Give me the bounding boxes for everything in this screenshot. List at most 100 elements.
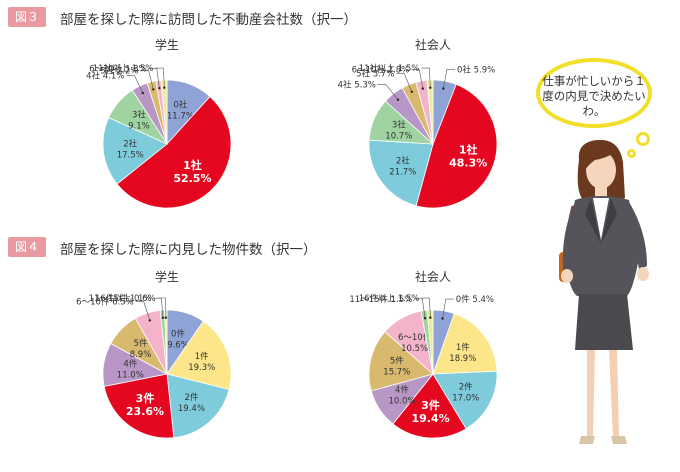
slice-value-label: 10.7% bbox=[385, 132, 412, 142]
leader-line bbox=[377, 84, 399, 100]
slice-value-label: 52.5% bbox=[173, 172, 211, 185]
slice-label: 3件 bbox=[136, 391, 155, 405]
leader-line bbox=[135, 301, 151, 321]
leader-line bbox=[411, 68, 424, 89]
slice-value-label: 21.7% bbox=[389, 168, 416, 178]
slice-label: 6〜10件 bbox=[398, 332, 432, 343]
slice-label: 2社 bbox=[123, 139, 137, 150]
chart-title-fig3-worker: 社会人 bbox=[414, 38, 451, 52]
leader-dot bbox=[429, 316, 432, 319]
slice-outside-label: 4社 4.1% bbox=[86, 70, 124, 81]
leader-dot bbox=[164, 316, 168, 319]
slice-value-label: 11.0% bbox=[117, 370, 144, 380]
slice-label: 4件 bbox=[123, 358, 137, 369]
leader-line bbox=[157, 297, 167, 318]
pie-slice bbox=[368, 331, 434, 392]
pie-slice bbox=[392, 373, 467, 439]
slice-outside-label: 5社 3.7% bbox=[356, 69, 394, 80]
slice-outside-label: 6〜10社 1.3% bbox=[89, 64, 147, 75]
speech-bubble: 仕事が忙しいから１度の内見で決めたいわ。 bbox=[536, 58, 652, 128]
pie-slice bbox=[415, 83, 498, 209]
figure-title-4: 部屋を探した際に内見した物件数（択一） bbox=[60, 242, 317, 258]
slice-outside-label: 0社 5.9% bbox=[457, 64, 495, 75]
slice-label: 5件 bbox=[390, 356, 404, 367]
slice-outside-label: 16件以上 0.6% bbox=[95, 293, 156, 304]
pie-slice bbox=[102, 117, 168, 185]
speech-bubble-text: 仕事が忙しいから１度の内見で決めたいわ。 bbox=[542, 74, 646, 118]
pie-slice bbox=[103, 373, 175, 439]
leader-dot bbox=[429, 86, 432, 89]
slice-value-label: 17.0% bbox=[452, 394, 479, 404]
slice-value-label: 11.7% bbox=[167, 111, 194, 121]
slice-value-label: 18.9% bbox=[449, 354, 476, 364]
slice-value-label: 17.5% bbox=[117, 151, 144, 161]
slice-label: 1件 bbox=[456, 342, 470, 353]
slice-label: 1社 bbox=[459, 143, 478, 157]
leader-line bbox=[414, 298, 426, 319]
thought-dot-small bbox=[627, 149, 636, 158]
slice-outside-label: 11社以上 1.5% bbox=[359, 63, 420, 74]
businesswoman-illustration bbox=[559, 140, 649, 444]
slice-value-label: 19.4% bbox=[412, 412, 450, 425]
leader-line bbox=[421, 67, 431, 88]
slice-label: 3件 bbox=[421, 398, 440, 412]
slice-outside-label: 6〜10社 2.8% bbox=[352, 64, 410, 75]
leader-line bbox=[148, 68, 160, 89]
pie-slice bbox=[116, 95, 232, 209]
slice-outside-label: 0件 5.4% bbox=[456, 294, 494, 305]
slice-value-label: 10.5% bbox=[401, 344, 428, 354]
slice-value-label: 10.0% bbox=[388, 396, 415, 406]
pie-slice bbox=[432, 313, 498, 375]
slice-value-label: 23.6% bbox=[126, 405, 164, 418]
slice-label: 3社 bbox=[132, 110, 146, 121]
slice-value-label: 19.4% bbox=[178, 404, 205, 414]
leader-dot bbox=[152, 88, 155, 91]
leader-line bbox=[126, 74, 144, 94]
chart-title-fig4-worker: 社会人 bbox=[414, 270, 451, 284]
pie-slice bbox=[368, 139, 434, 207]
slice-label: 1社 bbox=[183, 158, 202, 172]
leader-line bbox=[421, 297, 431, 318]
pie-slice bbox=[432, 370, 498, 430]
slice-label: 0社 bbox=[173, 99, 187, 110]
chart-title-fig3-student: 学生 bbox=[154, 38, 179, 52]
leader-line bbox=[155, 67, 165, 88]
figure-tag-3: 図３ bbox=[8, 7, 47, 27]
leader-dot bbox=[423, 317, 427, 320]
slice-outside-label: 16件以上 1.5% bbox=[359, 293, 420, 304]
leader-dot bbox=[148, 319, 151, 322]
leader-dot bbox=[141, 91, 144, 95]
slice-label: 2件 bbox=[184, 392, 198, 403]
slice-outside-label: 5社 2.2% bbox=[100, 65, 138, 76]
chart-title-fig4-student: 学生 bbox=[154, 270, 179, 284]
leader-line bbox=[396, 73, 413, 92]
leader-dot bbox=[396, 98, 400, 101]
slice-label: 5件 bbox=[134, 338, 148, 349]
leader-dot bbox=[161, 316, 165, 319]
leader-dot bbox=[421, 87, 424, 90]
pie-slice bbox=[166, 320, 232, 391]
leader-line bbox=[443, 68, 455, 89]
slice-value-label: 19.3% bbox=[188, 363, 215, 373]
slice-label: 1件 bbox=[195, 351, 209, 362]
leader-line bbox=[442, 298, 454, 319]
leader-line bbox=[140, 69, 154, 90]
thought-dot-large bbox=[636, 132, 650, 146]
pie-slice bbox=[166, 373, 230, 439]
slice-value-label: 48.3% bbox=[449, 157, 487, 170]
slice-outside-label: 11社以上 1.5% bbox=[93, 63, 154, 74]
figure-title-3: 部屋を探した際に訪問した不動産会社数（択一） bbox=[60, 12, 357, 28]
slice-label: 0件 bbox=[171, 329, 185, 340]
leader-dot bbox=[410, 90, 413, 93]
slice-label: 3社 bbox=[392, 120, 406, 131]
slice-value-label: 15.7% bbox=[383, 368, 410, 378]
slice-value-label: 8.9% bbox=[130, 350, 152, 360]
leader-dot bbox=[442, 87, 445, 90]
slice-outside-label: 11〜15件 1.1% bbox=[89, 293, 152, 304]
slice-label: 2件 bbox=[459, 382, 473, 393]
leader-dot bbox=[158, 87, 161, 90]
